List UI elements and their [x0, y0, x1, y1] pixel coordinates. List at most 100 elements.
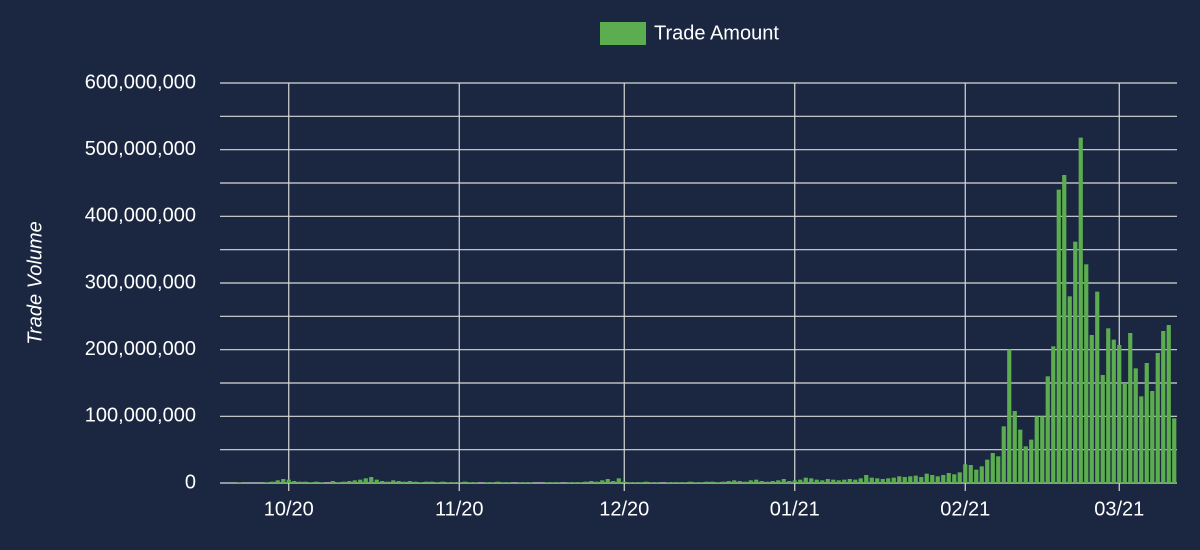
bar	[869, 477, 874, 483]
bar	[1040, 416, 1045, 483]
bar	[572, 482, 577, 483]
bar	[374, 479, 379, 483]
bar	[457, 482, 462, 483]
bar	[556, 482, 561, 483]
bar	[622, 481, 627, 483]
bar	[413, 481, 418, 483]
bar	[671, 482, 676, 483]
bar	[957, 472, 962, 483]
bar	[787, 481, 792, 483]
x-tick-label: 02/21	[940, 498, 990, 520]
bar	[385, 481, 390, 483]
bar	[688, 481, 693, 483]
bar	[523, 482, 528, 483]
bar	[281, 479, 286, 483]
bar	[303, 481, 308, 483]
bar	[446, 482, 451, 483]
bar	[858, 478, 863, 483]
bar	[737, 481, 742, 483]
bar	[792, 480, 797, 483]
bar	[836, 480, 841, 483]
bar	[264, 482, 269, 483]
bar	[341, 481, 346, 483]
bar	[710, 481, 715, 483]
bar	[814, 479, 819, 483]
bar	[902, 477, 907, 483]
bar	[270, 481, 275, 483]
y-tick-label: 200,000,000	[85, 338, 196, 360]
bar	[759, 481, 764, 483]
bar	[847, 479, 852, 483]
bar	[1078, 137, 1083, 483]
y-tick-label: 500,000,000	[85, 138, 196, 160]
bar	[429, 481, 434, 483]
legend-label: Trade Amount	[654, 22, 779, 44]
bar	[495, 481, 500, 483]
bar	[1133, 368, 1138, 483]
bar	[468, 482, 473, 483]
bar	[1007, 349, 1012, 483]
bar	[875, 478, 880, 483]
bar	[864, 475, 869, 483]
bar	[314, 481, 319, 483]
bar	[402, 481, 407, 483]
bar	[1139, 396, 1144, 483]
bar	[831, 479, 836, 483]
bar	[743, 481, 748, 483]
bar	[996, 456, 1001, 483]
bar	[352, 480, 357, 483]
bar	[286, 479, 291, 483]
bar	[605, 479, 610, 483]
bar	[490, 482, 495, 483]
bar	[424, 481, 429, 483]
bar	[820, 480, 825, 483]
bar	[1062, 175, 1067, 483]
bar	[578, 482, 583, 483]
bar	[754, 479, 759, 483]
bar	[600, 480, 605, 483]
bar	[726, 481, 731, 483]
bar	[853, 479, 858, 483]
bar	[644, 481, 649, 483]
bar	[880, 479, 885, 483]
bar	[655, 482, 660, 483]
y-tick-label: 600,000,000	[85, 71, 196, 93]
bar	[1073, 241, 1078, 483]
y-tick-label: 400,000,000	[85, 205, 196, 227]
bar	[297, 481, 302, 483]
bar	[693, 482, 698, 483]
bar	[292, 481, 297, 483]
bar	[897, 476, 902, 483]
bar	[594, 481, 599, 483]
bar	[1117, 345, 1122, 483]
bar	[567, 482, 572, 483]
bar	[396, 481, 401, 483]
bar	[908, 476, 913, 483]
bar	[1001, 426, 1006, 483]
bar	[501, 482, 506, 483]
bar	[748, 480, 753, 483]
bar	[616, 478, 621, 483]
bar	[347, 481, 352, 483]
bar	[435, 482, 440, 483]
bar	[1106, 328, 1111, 483]
bar	[990, 453, 995, 483]
bar	[930, 475, 935, 483]
bar	[237, 482, 242, 483]
bar	[776, 480, 781, 483]
bar	[1172, 418, 1177, 483]
bar	[770, 481, 775, 483]
bar	[1166, 325, 1171, 483]
bar	[924, 473, 929, 483]
bar	[330, 481, 335, 483]
bar	[649, 482, 654, 483]
bar	[732, 480, 737, 483]
bar	[1095, 291, 1100, 483]
bar	[979, 466, 984, 483]
bar	[1045, 376, 1050, 483]
bar	[589, 481, 594, 483]
bar	[418, 482, 423, 483]
bar	[1150, 391, 1155, 483]
bar	[1023, 446, 1028, 483]
